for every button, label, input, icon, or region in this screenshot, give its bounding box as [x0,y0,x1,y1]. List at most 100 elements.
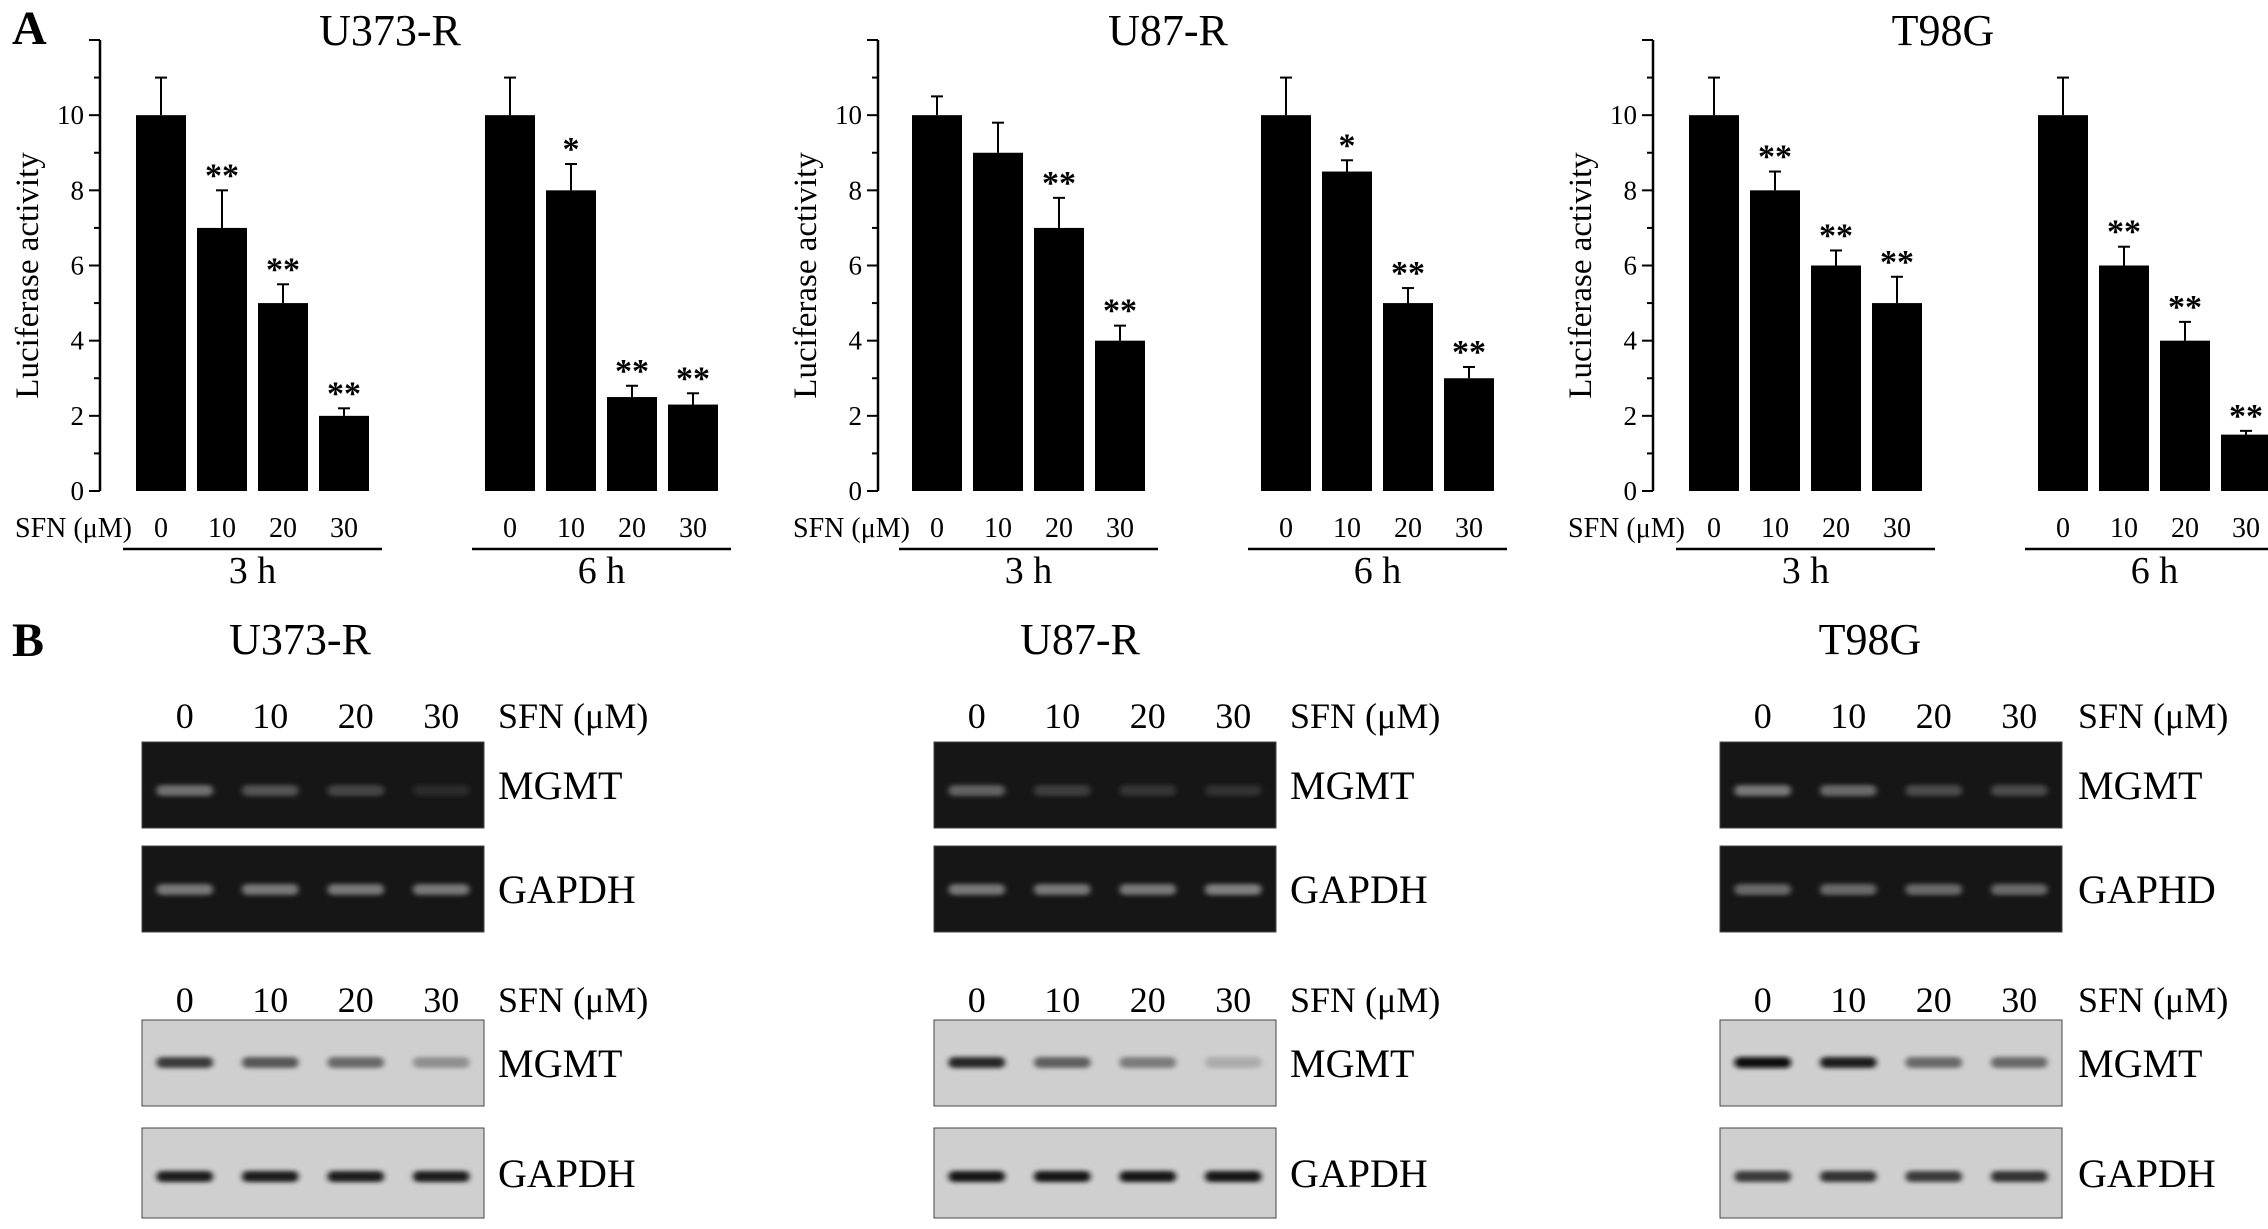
band-name: MGMT [498,763,622,808]
y-tick-label: 10 [57,100,84,130]
bar [973,152,1023,491]
band [1205,884,1262,895]
y-tick-label: 8 [849,175,863,205]
significance-marker: ** [615,353,649,390]
band [156,884,213,895]
band [1820,884,1877,895]
blot-panel-3: T98G 0 10 20 30 SFN (μM) 0 10 20 30 SFN (μM) MGMT GA… [1719,615,2228,1219]
lane-label: 0 [176,980,194,1020]
band [1991,884,2048,895]
band-name: GAPDH [498,1151,636,1196]
blot-title: U373-R [229,615,371,664]
blot-panel-2: U87-R 0 10 20 30 SFN (μM) 0 10 20 30 SFN (μM) MGMT G… [933,615,1440,1219]
band [1734,1171,1791,1182]
x-tick-label: 30 [679,513,707,544]
band [1820,785,1877,796]
bar [912,115,962,492]
band [1034,1171,1091,1182]
lane-label: 30 [423,696,459,736]
blots-row: U373-R 0 10 20 30 SFN (μM) 0 10 20 30 SFN (μM) MGMT… [141,615,2228,1219]
sfn-lane-label: SFN (μM) [498,696,648,736]
bar [607,397,657,491]
x-tick-label: 0 [503,513,517,544]
bar-charts-row: U373-R Luciferase activity 0 2 4 6 8 10 SFN (μM)… [10,6,2268,592]
blot-panel-1: U373-R 0 10 20 30 SFN (μM) 0 10 20 30 SFN (μM) MGMT… [141,615,648,1219]
band [242,785,299,796]
bar [1095,340,1145,491]
bar [1689,115,1739,492]
x-prefix-label: SFN (μM) [15,513,132,544]
bar [319,415,369,491]
bar [1322,171,1372,491]
lane-label: 30 [1215,696,1251,736]
x-tick-label: 0 [1707,513,1721,544]
y-tick-label: 6 [1624,251,1638,281]
bar [668,404,718,491]
band-name: GAPDH [498,867,636,912]
band-name: MGMT [2078,1041,2202,1086]
significance-marker: ** [2107,214,2141,251]
x-tick-label: 10 [1333,513,1361,544]
band [242,884,299,895]
chart-title: U373-R [319,6,461,55]
lane-label: 0 [968,980,986,1020]
x-tick-label: 20 [1045,513,1073,544]
band [1905,785,1962,796]
lane-label: 10 [252,696,288,736]
x-tick-label: 10 [208,513,236,544]
band [156,785,213,796]
sfn-lane-label: SFN (μM) [2078,696,2228,736]
lane-label: 20 [1130,980,1166,1020]
panel-label-b: B [12,614,44,667]
band-name: MGMT [1290,763,1414,808]
band [327,785,384,796]
band [242,1057,299,1068]
band [1119,884,1176,895]
lane-label: 10 [1044,980,1080,1020]
y-tick-label: 2 [1624,401,1638,431]
y-tick-label: 0 [1624,476,1638,506]
y-axis-label: Luciferase activity [10,152,46,399]
lane-label: 10 [1830,980,1866,1020]
x-tick-label: 20 [269,513,297,544]
band [413,1171,470,1182]
lane-label: 10 [1830,696,1866,736]
band [1991,785,2048,796]
y-tick-label: 0 [71,476,85,506]
x-tick-label: 10 [2110,513,2138,544]
group-label: 6 h [578,550,626,592]
significance-marker: ** [1042,165,1076,202]
band-name: MGMT [1290,1041,1414,1086]
y-tick-label: 8 [71,175,85,205]
band [1205,785,1262,796]
x-tick-label: 0 [1279,513,1293,544]
band [1820,1057,1877,1068]
y-tick-label: 10 [835,100,862,130]
x-prefix-label: SFN (μM) [1568,513,1685,544]
x-tick-label: 0 [930,513,944,544]
band [242,1171,299,1182]
sfn-lane-label: SFN (μM) [2078,980,2228,1020]
bar [2221,434,2268,491]
y-axis-label: Luciferase activity [1563,152,1599,399]
band-name: GAPDH [2078,1151,2216,1196]
bar [1383,303,1433,491]
lane-label: 20 [338,980,374,1020]
x-tick-label: 10 [557,513,585,544]
significance-marker: ** [266,251,300,288]
band-name: GAPDH [1290,867,1428,912]
significance-marker: ** [205,157,239,194]
band [327,1171,384,1182]
bar [1872,303,1922,491]
x-tick-label: 20 [1822,513,1850,544]
x-prefix-label: SFN (μM) [793,513,910,544]
group-label: 3 h [1782,550,1830,592]
x-tick-label: 20 [2171,513,2199,544]
x-tick-label: 10 [1761,513,1789,544]
significance-marker: ** [1452,334,1486,371]
band [1205,1057,1262,1068]
lane-label: 10 [252,980,288,1020]
band [1905,884,1962,895]
group-label: 3 h [229,550,277,592]
x-tick-label: 30 [330,513,358,544]
